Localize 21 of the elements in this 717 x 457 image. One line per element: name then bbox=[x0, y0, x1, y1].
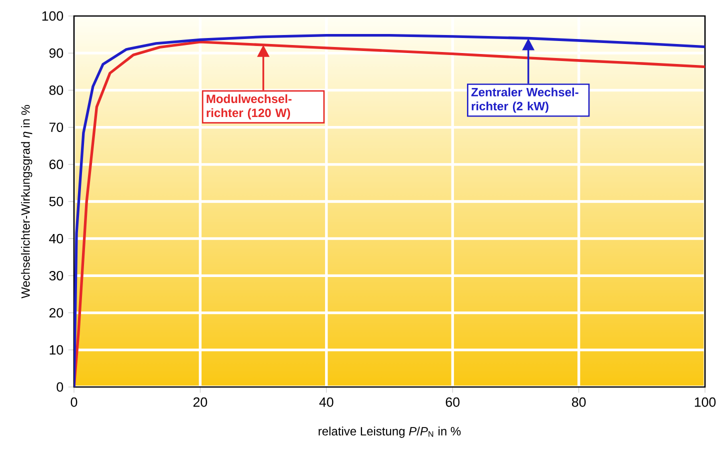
y-tick-label: 100 bbox=[42, 11, 64, 21]
x-tick-label: 40 bbox=[319, 397, 334, 407]
x-tick-label: 60 bbox=[446, 397, 460, 407]
y-tick-label: 30 bbox=[49, 270, 64, 280]
x-axis-title: relative Leistung P/P$_{N}$ in % bbox=[318, 426, 461, 438]
y-tick-label: 0 bbox=[56, 382, 64, 392]
x-tick-label: 20 bbox=[193, 397, 208, 407]
y-tick-label: 10 bbox=[50, 345, 64, 355]
text: Modulwechsel-richter (120 W) bbox=[206, 94, 292, 120]
x-tick-label: 0 bbox=[70, 397, 78, 407]
text: Zentraler Wechsel-richter (2 kW) bbox=[471, 88, 578, 113]
y-tick-label: 60 bbox=[49, 160, 64, 170]
x-tick-label: 80 bbox=[572, 397, 586, 407]
y-tick-label: 40 bbox=[49, 234, 64, 244]
y-tick-label: 90 bbox=[49, 48, 64, 58]
y-tick-label: 20 bbox=[49, 308, 64, 318]
y-tick-label: 70 bbox=[49, 122, 64, 132]
x-tick-label: 100 bbox=[694, 397, 716, 407]
y-tick-label: 80 bbox=[49, 85, 64, 95]
y-tick-label: 50 bbox=[49, 196, 64, 206]
y-axis-title: Wechselrichter-Wirkungsgrad η in % bbox=[21, 105, 32, 298]
